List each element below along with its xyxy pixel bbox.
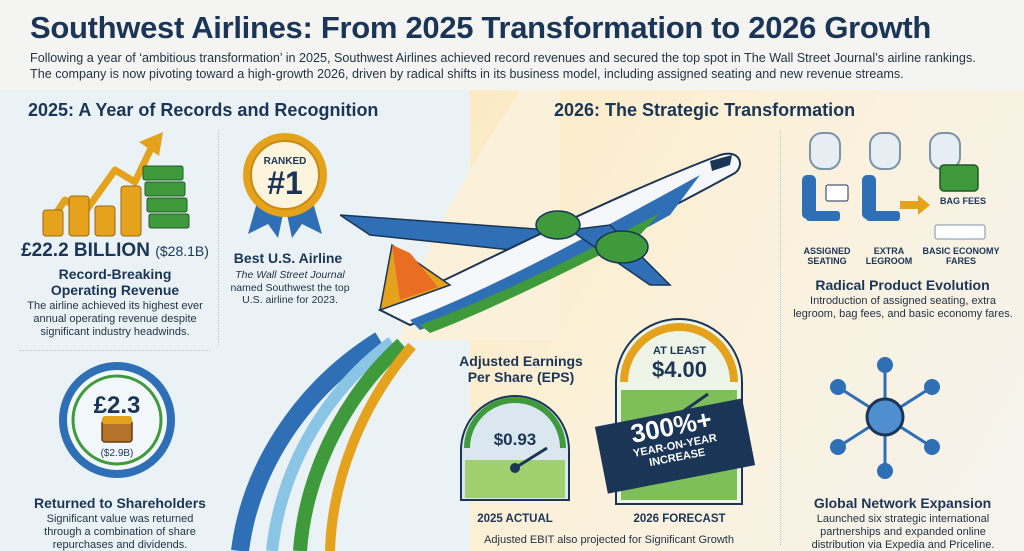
revenue-value-usd: ($28.1B) <box>155 243 209 259</box>
intro-line-2: The company is now pivoting toward a hig… <box>30 67 904 81</box>
eps-heading-line-1: Adjusted Earnings <box>459 353 583 369</box>
ranking-description: The Wall Street Journal named Southwest … <box>228 269 352 307</box>
eps-heading-line-2: Per Share (EPS) <box>467 369 575 385</box>
label-bag-fees: BAG FEES <box>939 196 986 206</box>
eps-forecast-label: 2026 FORECAST <box>633 513 726 525</box>
ribbon-badge-icon <box>243 133 327 238</box>
cabin-product-icons <box>802 132 986 240</box>
label-assigned-seating: ASSIGNED SEATING <box>803 246 851 266</box>
page-title: Southwest Airlines: From 2025 Transforma… <box>30 10 932 45</box>
section-title-2025: 2025: A Year of Records and Recognition <box>28 100 379 120</box>
eps-heading: Adjusted Earnings Per Share (EPS) <box>446 353 596 385</box>
revenue-description: The airline achieved its highest ever an… <box>27 300 203 338</box>
divider <box>780 130 781 545</box>
ranking-heading: Best U.S. Airline <box>233 250 343 266</box>
badge-ranked-label: RANKED <box>263 156 307 167</box>
shareholders-description: Significant value was returned through a… <box>44 513 196 551</box>
ranking-source: The Wall Street Journal <box>235 269 345 281</box>
ranking-body: named Southwest the top U.S. airline for… <box>230 281 350 307</box>
network-description: Launched six strategic international par… <box>811 513 995 551</box>
product-description: Introduction of assigned seating, extra … <box>793 295 1013 320</box>
eps-forecast-value: $4.00 <box>651 357 708 382</box>
revenue-heading-line-2: Operating Revenue <box>50 282 180 298</box>
eps-actual-label: 2025 ACTUAL <box>477 513 553 525</box>
intro-line-1: Following a year of ‘ambitious transform… <box>30 51 976 65</box>
revenue-value: £22.2 BILLION ($28.1B) <box>20 240 210 262</box>
product-heading: Radical Product Evolution <box>815 277 990 293</box>
intro-text: Following a year of ‘ambitious transform… <box>30 50 1000 82</box>
shareholders-value: £2.3 <box>93 392 141 419</box>
divider <box>218 130 219 345</box>
badge-rank-value: #1 <box>267 165 303 201</box>
eps-forecast-prefix: AT LEAST <box>653 345 706 357</box>
eps-actual-gauge <box>460 395 570 501</box>
header-band <box>0 0 1024 90</box>
label-extra-legroom: EXTRA LEGROOM <box>865 246 913 266</box>
network-heading: Global Network Expansion <box>813 495 992 511</box>
shareholders-value-usd: ($2.9B) <box>100 448 134 459</box>
divider <box>20 350 210 351</box>
label-basic-economy: BASIC ECONOMY FARES <box>922 246 1000 266</box>
revenue-heading-line-1: Record-Breaking <box>58 266 172 282</box>
eps-footnote: Adjusted EBIT also projected for Signifi… <box>484 534 734 546</box>
airplane-illustration <box>340 152 741 333</box>
revenue-value-gbp: £22.2 BILLION <box>21 240 150 261</box>
section-title-2026: 2026: The Strategic Transformation <box>554 100 856 120</box>
revenue-growth-icon <box>42 132 190 237</box>
eps-actual-value: $0.93 <box>493 430 537 449</box>
shareholder-return-icon <box>59 362 175 478</box>
revenue-heading: Record-Breaking Operating Revenue <box>20 266 210 298</box>
network-hub-icon <box>830 357 940 479</box>
shareholders-heading: Returned to Shareholders <box>34 495 206 511</box>
